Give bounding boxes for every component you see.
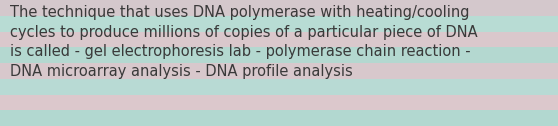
FancyBboxPatch shape [0,0,558,16]
FancyBboxPatch shape [0,16,558,32]
FancyBboxPatch shape [0,110,558,126]
FancyBboxPatch shape [0,79,558,94]
FancyBboxPatch shape [0,94,558,110]
Text: The technique that uses DNA polymerase with heating/cooling
cycles to produce mi: The technique that uses DNA polymerase w… [10,5,478,79]
FancyBboxPatch shape [0,47,558,63]
FancyBboxPatch shape [0,63,558,79]
FancyBboxPatch shape [0,32,558,47]
